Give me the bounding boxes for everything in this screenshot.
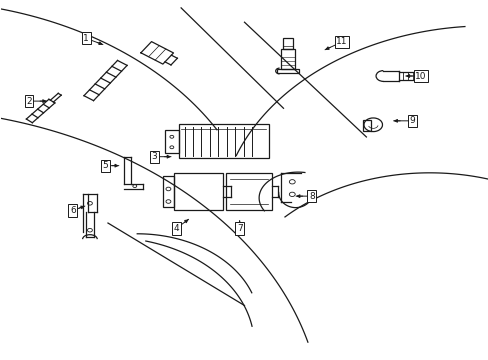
Bar xyxy=(280,49,295,69)
Bar xyxy=(173,173,222,211)
Text: 10: 10 xyxy=(414,72,426,81)
Text: 7: 7 xyxy=(236,224,242,233)
Text: 3: 3 xyxy=(151,152,157,161)
Text: 11: 11 xyxy=(336,37,347,46)
Bar xyxy=(163,176,173,207)
Bar xyxy=(362,121,370,131)
Bar xyxy=(164,130,178,153)
Bar xyxy=(225,173,272,211)
Bar xyxy=(178,125,268,158)
Text: 6: 6 xyxy=(70,206,76,215)
Text: 5: 5 xyxy=(102,161,108,170)
Bar xyxy=(276,69,299,73)
Text: 4: 4 xyxy=(173,224,179,233)
Text: 2: 2 xyxy=(26,96,32,105)
Text: 8: 8 xyxy=(308,192,314,201)
Bar xyxy=(283,39,292,49)
Text: 9: 9 xyxy=(409,116,415,125)
Text: 1: 1 xyxy=(83,34,89,43)
